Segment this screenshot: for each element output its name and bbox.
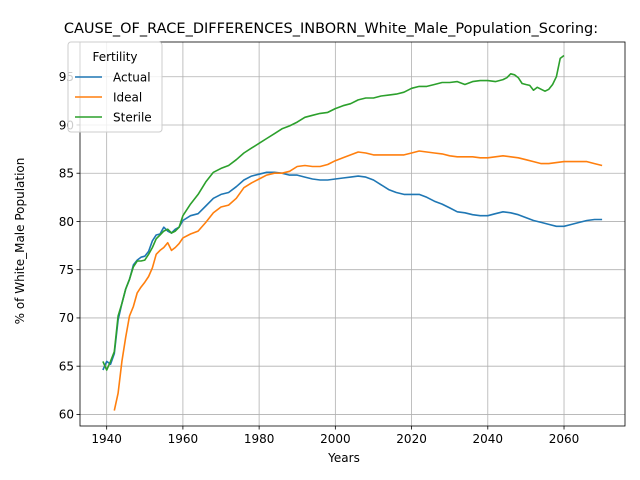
x-tick-label: 2020 (396, 432, 427, 446)
x-tick-label: 1940 (91, 432, 122, 446)
y-tick-label: 80 (59, 215, 74, 229)
x-tick-label: 1980 (244, 432, 275, 446)
y-tick-label: 60 (59, 408, 74, 422)
y-tick-label: 70 (59, 311, 74, 325)
x-axis-label: Years (327, 451, 360, 465)
y-axis-label: % of White_Male Population (13, 158, 27, 325)
legend-title: Fertility (92, 50, 137, 64)
x-tick-label: 2060 (549, 432, 580, 446)
y-tick-label: 85 (59, 167, 74, 181)
series-line-ideal (113, 150, 603, 411)
y-tick-label: 75 (59, 263, 74, 277)
legend-box (67, 41, 163, 133)
x-axis: 1940 1960 1980 2000 2020 2040 2060 (91, 426, 579, 446)
series-line-sterile (102, 54, 565, 371)
legend-label-ideal: Ideal (113, 90, 142, 104)
series-layer (102, 54, 603, 411)
legend: Fertility Actual Ideal Sterile (67, 41, 163, 133)
legend-items: Actual Ideal Sterile (75, 70, 152, 124)
x-tick-label: 1960 (168, 432, 199, 446)
legend-label-actual: Actual (113, 70, 151, 84)
chart-title: CAUSE_OF_RACE_DIFFERENCES_INBORN_White_M… (64, 21, 598, 37)
x-tick-label: 2000 (320, 432, 351, 446)
series-line-actual (102, 171, 603, 371)
grid (80, 42, 625, 426)
y-tick-label: 65 (59, 359, 74, 373)
x-tick-label: 2040 (473, 432, 504, 446)
legend-label-sterile: Sterile (113, 110, 152, 124)
plot-frame (79, 41, 626, 427)
